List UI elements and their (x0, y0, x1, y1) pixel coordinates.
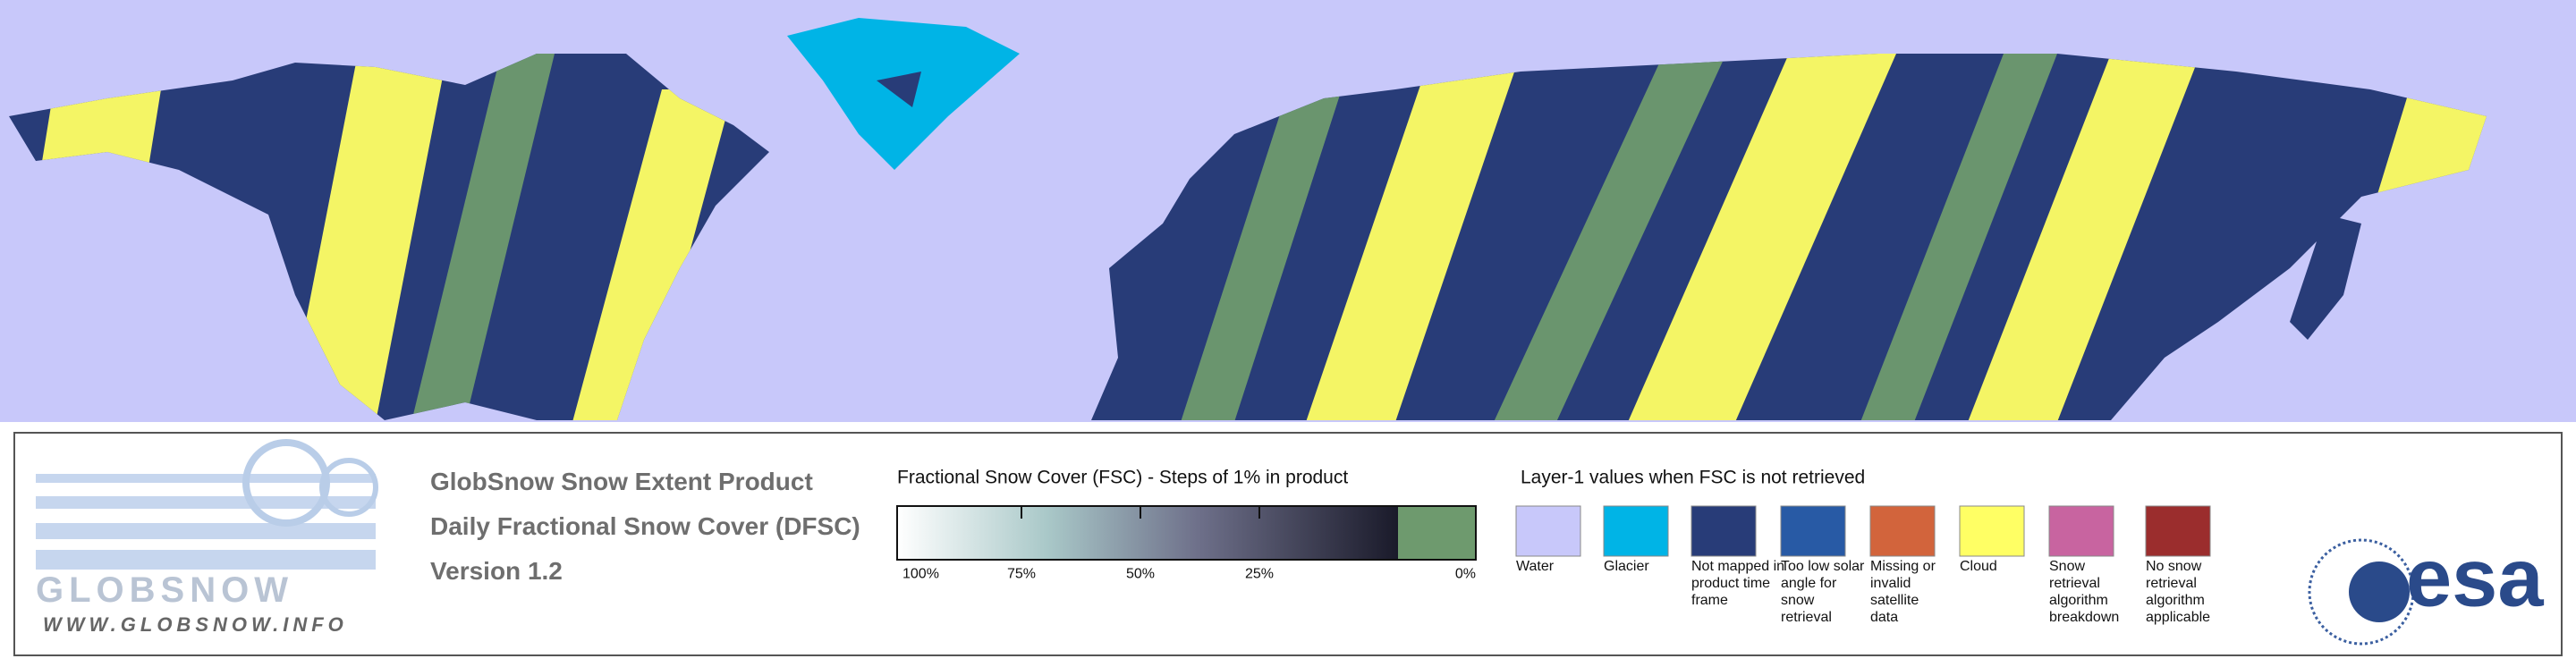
product-title: Version 1.2 (430, 557, 563, 585)
colorbar-zero (1398, 506, 1476, 560)
logo-name: GLOBSNOW (36, 570, 293, 610)
logo-url: WWW.GLOBSNOW.INFO (43, 613, 348, 636)
colorbar-tick-label: 50% (1126, 566, 1155, 581)
colorbar-tick-label: 75% (1007, 566, 1036, 581)
legend-label: Glacier (1604, 559, 1649, 574)
legend-swatch (2048, 505, 2114, 557)
legend-swatch (2145, 505, 2211, 557)
legend-label: Not mapped in product time frame (1691, 559, 1784, 608)
legend-swatch (1690, 505, 1757, 557)
legend-label: Missing or invalid satellite data (1870, 559, 1936, 625)
product-title: Daily Fractional Snow Cover (DFSC) (430, 512, 860, 540)
legend-swatch (1869, 505, 1936, 557)
esa-logo: esa (2308, 533, 2544, 646)
colorbar-tick-label: 0% (1455, 566, 1476, 581)
legend-swatch (1603, 505, 1669, 557)
legend-swatch (1780, 505, 1846, 557)
legend-title: Layer-1 values when FSC is not retrieved (1521, 467, 1865, 487)
greenland-interior (877, 72, 921, 107)
legend-swatch (1959, 505, 2025, 557)
legend-label: Cloud (1960, 559, 1997, 574)
colorbar-title: Fractional Snow Cover (FSC) - Steps of 1… (897, 467, 1348, 487)
colorbar-gradient (897, 506, 1398, 560)
legend-label: Water (1516, 559, 1555, 574)
product-title: GlobSnow Snow Extent Product (430, 468, 813, 495)
colorbar-tick-label: 100% (902, 566, 939, 581)
colorbar-frame (896, 505, 1477, 561)
legend-label: Too low solar angle for snow retrieval (1781, 559, 1865, 625)
globsnow-logo: GLOBSNOW WWW.GLOBSNOW.INFO (36, 439, 378, 636)
legend-label: No snow retrieval algorithm applicable (2146, 559, 2210, 625)
legend-label: Snow retrieval algorithm breakdown (2049, 559, 2119, 625)
colorbar-tick-label: 25% (1245, 566, 1274, 581)
legend-swatch (1515, 505, 1581, 557)
esa-text: esa (2406, 533, 2544, 624)
